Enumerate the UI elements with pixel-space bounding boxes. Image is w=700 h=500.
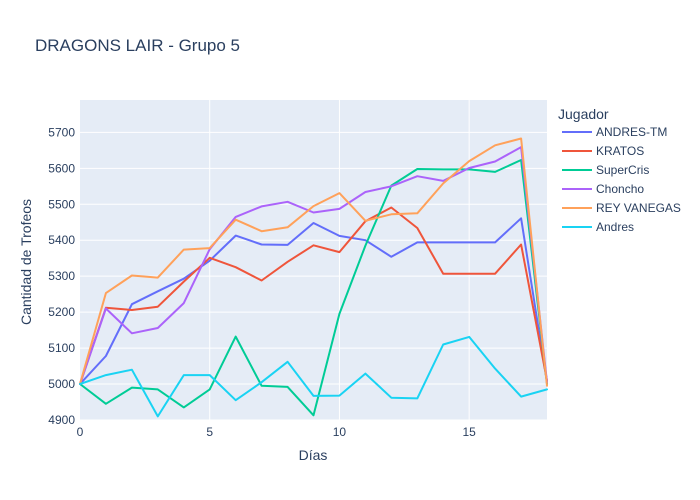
- legend-label: REY VANEGAS: [596, 201, 681, 215]
- chart-title: DRAGONS LAIR - Grupo 5: [35, 36, 240, 55]
- plot-area: [80, 100, 547, 420]
- y-tick-label: 5300: [48, 269, 75, 283]
- y-tick-label: 5000: [48, 377, 75, 391]
- legend-item[interactable]: KRATOS: [562, 144, 644, 158]
- legend-item[interactable]: ANDRES-TM: [562, 125, 667, 139]
- y-axis-ticks: 4900 5000 5100 5200 5300 5400 5500 5600 5700: [48, 125, 75, 427]
- series-lines: [79, 137, 548, 418]
- series-line-andres[interactable]: [79, 335, 548, 418]
- grid: [80, 100, 547, 421]
- legend-label: SuperCris: [596, 163, 649, 177]
- series-line-choncho[interactable]: [79, 146, 548, 385]
- legend-label: KRATOS: [596, 144, 644, 158]
- y-tick-label: 5400: [48, 233, 75, 247]
- x-tick-label: 10: [333, 425, 347, 439]
- legend-label: Choncho: [596, 182, 644, 196]
- legend-item[interactable]: Andres: [562, 220, 634, 234]
- x-axis-title: Días: [299, 447, 328, 463]
- legend-item[interactable]: Choncho: [562, 182, 644, 196]
- x-tick-label: 0: [77, 425, 84, 439]
- x-tick-label: 5: [206, 425, 213, 439]
- series-line-kratos[interactable]: [79, 206, 548, 385]
- y-axis-title: Cantidad de Trofeos: [18, 199, 34, 325]
- legend[interactable]: Jugador ANDRES-TM KRATOS SuperCris Choncho R…: [558, 106, 681, 234]
- legend-label: ANDRES-TM: [596, 125, 667, 139]
- series-line-andres-tm[interactable]: [79, 217, 548, 385]
- y-tick-label: 5700: [48, 125, 75, 139]
- series-line-rey-vanegas[interactable]: [79, 137, 548, 387]
- legend-label: Andres: [596, 220, 634, 234]
- y-tick-label: 5100: [48, 341, 75, 355]
- series-line-supercris[interactable]: [79, 159, 548, 417]
- legend-item[interactable]: SuperCris: [562, 163, 649, 177]
- legend-item[interactable]: REY VANEGAS: [562, 201, 681, 215]
- y-tick-label: 4900: [48, 413, 75, 427]
- y-tick-label: 5600: [48, 161, 75, 175]
- x-axis-ticks: 0 5 10 15: [77, 425, 477, 439]
- legend-title: Jugador: [558, 106, 609, 122]
- y-tick-label: 5200: [48, 305, 75, 319]
- y-tick-label: 5500: [48, 197, 75, 211]
- x-tick-label: 15: [462, 425, 476, 439]
